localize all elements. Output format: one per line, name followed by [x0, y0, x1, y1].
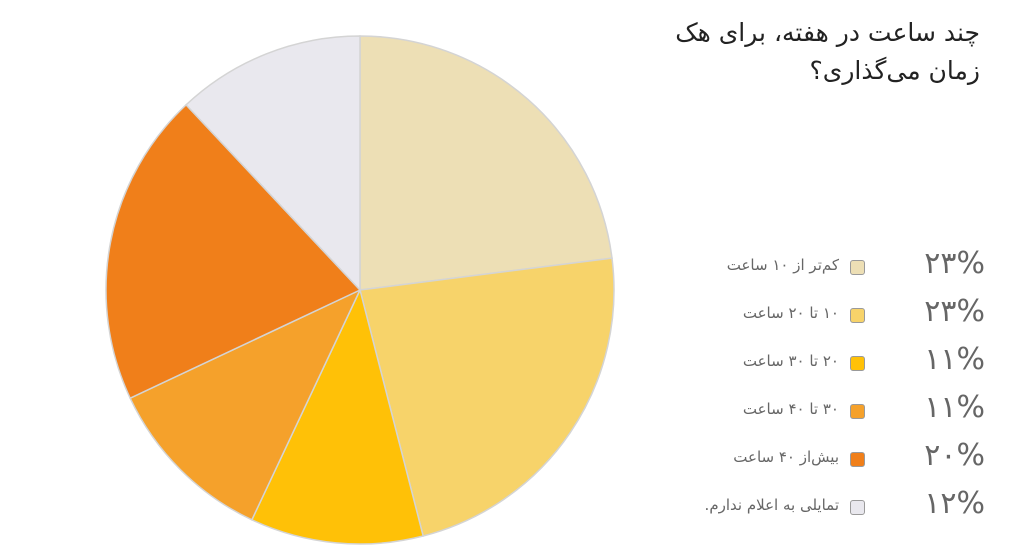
legend-percentage: ۲۳% — [924, 246, 985, 281]
legend-swatch — [850, 404, 865, 419]
chart-title: چند ساعت در هفته، برای هک زمان می‌گذاری؟ — [675, 18, 980, 85]
legend-swatch — [850, 356, 865, 371]
legend-label: کم‌تر از ۱۰ ساعت — [726, 256, 839, 274]
legend-label: ۳۰ تا ۴۰ ساعت — [742, 400, 839, 418]
legend-item-6: ۱۲% تمایلی به اعلام ندارم. — [640, 478, 985, 526]
legend-label: بیش‌از ۴۰ ساعت — [733, 448, 839, 466]
legend-percentage: ۱۱% — [924, 390, 985, 425]
legend-item-3: ۱۱% ۲۰ تا ۳۰ ساعت — [640, 334, 985, 382]
pie-slice-2 — [359, 257, 615, 537]
pie-slice-1 — [359, 35, 613, 291]
legend-item-2: ۲۳% ۱۰ تا ۲۰ ساعت — [640, 286, 985, 334]
legend-percentage: ۲۳% — [924, 294, 985, 329]
pie-slice-4 — [129, 288, 362, 521]
legend-label: ۲۰ تا ۳۰ ساعت — [742, 352, 839, 370]
legend-swatch — [850, 260, 865, 275]
legend-percentage: ۱۲% — [924, 486, 985, 521]
pie-slice-5 — [105, 103, 362, 400]
pie-slice-3 — [250, 287, 425, 545]
pie-slice-6 — [185, 35, 361, 292]
legend-swatch — [850, 308, 865, 323]
legend-label: تمایلی به اعلام ندارم. — [704, 496, 839, 514]
legend-item-1: ۲۳% کم‌تر از ۱۰ ساعت — [640, 238, 985, 286]
legend-item-5: ۲۰% بیش‌از ۴۰ ساعت — [640, 430, 985, 478]
legend-percentage: ۲۰% — [924, 438, 985, 473]
legend-item-4: ۱۱% ۳۰ تا ۴۰ ساعت — [640, 382, 985, 430]
pie-chart — [105, 35, 615, 545]
legend-swatch — [850, 500, 865, 515]
legend-percentage: ۱۱% — [924, 342, 985, 377]
legend-label: ۱۰ تا ۲۰ ساعت — [742, 304, 839, 322]
legend: ۲۳% کم‌تر از ۱۰ ساعت ۲۳% ۱۰ تا ۲۰ ساعت ۱۱% ۲۰… — [640, 238, 985, 526]
legend-swatch — [850, 452, 865, 467]
